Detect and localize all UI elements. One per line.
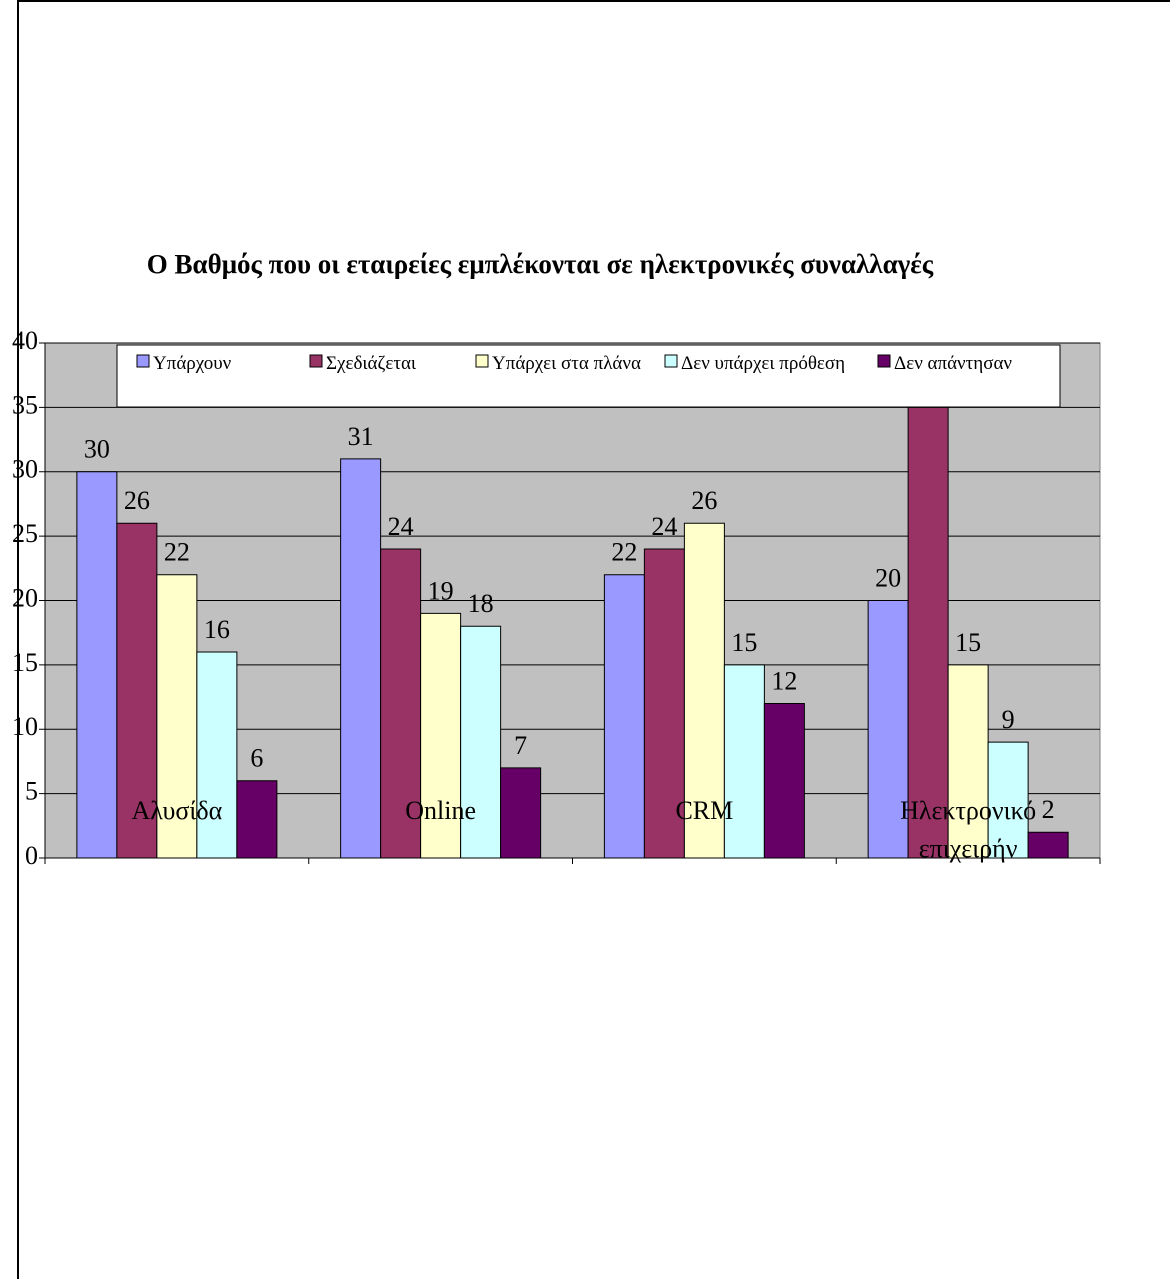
- bar: [1027, 831, 1069, 859]
- value-label: 31: [348, 422, 374, 451]
- bar: [236, 780, 278, 859]
- y-tick-label: 15: [12, 648, 38, 677]
- value-label: 9: [1002, 705, 1015, 734]
- value-label: 6: [250, 744, 263, 773]
- value-label: 22: [611, 538, 637, 567]
- bar: [987, 741, 1029, 859]
- value-label: 22: [164, 538, 190, 567]
- legend-label: Δεν υπάρχει πρόθεση: [681, 353, 846, 374]
- bar: [867, 600, 909, 859]
- y-tick-label: 40: [12, 326, 38, 355]
- legend-label: Σχεδιάζεται: [326, 353, 417, 374]
- legend-swatch: [309, 354, 323, 368]
- bar: [723, 664, 765, 859]
- legend-swatch: [664, 354, 678, 368]
- value-label: 7: [514, 731, 527, 760]
- value-label: 26: [124, 486, 150, 515]
- bar: [460, 625, 502, 859]
- value-label: 24: [651, 512, 677, 541]
- value-label: 15: [731, 628, 757, 657]
- bar: [947, 664, 989, 859]
- y-tick-label: 20: [12, 583, 38, 612]
- page-frame: [17, 0, 1170, 1279]
- value-label: 18: [468, 589, 494, 618]
- x-tick-label: Ηλεκτρονικό επιχειρήν: [900, 796, 1037, 863]
- bar: [156, 574, 198, 859]
- legend-label: Υπάρχει στα πλάνα: [492, 353, 641, 374]
- value-label: 30: [84, 435, 110, 464]
- legend-swatch: [136, 354, 150, 368]
- value-label: 15: [955, 628, 981, 657]
- chart-title: Ο Βαθμός που οι εταιρείες εμπλέκονται σε…: [146, 249, 934, 279]
- bar: [763, 703, 805, 859]
- legend-swatch: [877, 354, 891, 368]
- legend-swatch: [475, 354, 489, 368]
- value-label: 2: [1042, 795, 1055, 824]
- bar: [420, 612, 462, 859]
- y-tick-label: 5: [25, 777, 38, 806]
- value-label: 12: [771, 666, 797, 695]
- value-label: 24: [388, 512, 414, 541]
- bar: [683, 522, 725, 859]
- legend-label: Υπάρχουν: [153, 353, 232, 374]
- value-label: 26: [691, 486, 717, 515]
- bar: [380, 548, 422, 859]
- y-tick-label: 30: [12, 455, 38, 484]
- bar: [340, 458, 382, 859]
- bar: [196, 651, 238, 859]
- x-tick-label: Αλυσίδα: [131, 796, 223, 825]
- legend-box: [116, 344, 1061, 408]
- y-tick-label: 25: [12, 519, 38, 548]
- bar: [643, 548, 685, 859]
- value-label: 20: [875, 563, 901, 592]
- y-tick-label: 0: [25, 841, 38, 870]
- legend-label: Δεν απάντησαν: [894, 353, 1012, 374]
- x-tick-label: Online: [405, 796, 476, 825]
- y-tick-label: 35: [12, 390, 38, 419]
- value-label: 19: [428, 576, 454, 605]
- x-tick-label: CRM: [675, 796, 734, 825]
- value-label: 16: [204, 615, 230, 644]
- bar: [500, 767, 542, 859]
- bar: [907, 406, 949, 859]
- y-tick-label: 10: [12, 712, 38, 741]
